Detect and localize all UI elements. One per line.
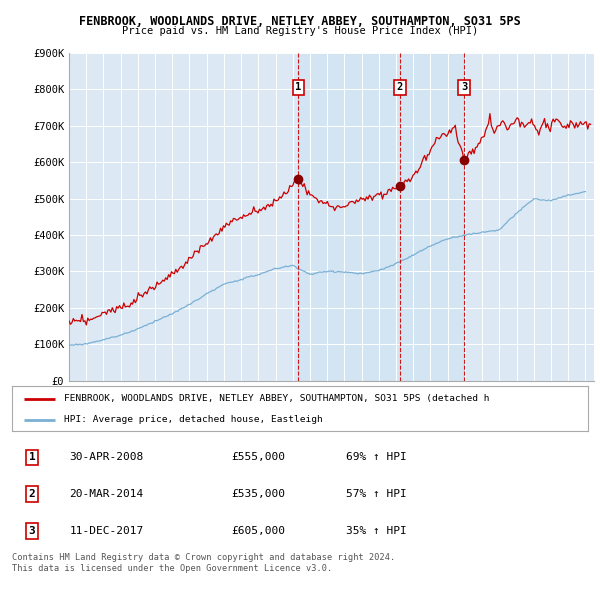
Bar <box>298 53 464 381</box>
Text: £535,000: £535,000 <box>231 489 285 499</box>
Text: £555,000: £555,000 <box>231 453 285 463</box>
Text: 1: 1 <box>29 453 35 463</box>
Text: 3: 3 <box>461 83 467 93</box>
Text: 69% ↑ HPI: 69% ↑ HPI <box>346 453 407 463</box>
Text: 2: 2 <box>397 83 403 93</box>
Text: 35% ↑ HPI: 35% ↑ HPI <box>346 526 407 536</box>
Text: FENBROOK, WOODLANDS DRIVE, NETLEY ABBEY, SOUTHAMPTON, SO31 5PS: FENBROOK, WOODLANDS DRIVE, NETLEY ABBEY,… <box>79 15 521 28</box>
Text: 1: 1 <box>295 83 302 93</box>
Text: 11-DEC-2017: 11-DEC-2017 <box>70 526 144 536</box>
Text: 2: 2 <box>29 489 35 499</box>
Text: £605,000: £605,000 <box>231 526 285 536</box>
Text: Contains HM Land Registry data © Crown copyright and database right 2024.
This d: Contains HM Land Registry data © Crown c… <box>12 553 395 573</box>
Text: FENBROOK, WOODLANDS DRIVE, NETLEY ABBEY, SOUTHAMPTON, SO31 5PS (detached h: FENBROOK, WOODLANDS DRIVE, NETLEY ABBEY,… <box>64 394 490 404</box>
Text: 20-MAR-2014: 20-MAR-2014 <box>70 489 144 499</box>
Text: 30-APR-2008: 30-APR-2008 <box>70 453 144 463</box>
Text: 3: 3 <box>29 526 35 536</box>
Text: Price paid vs. HM Land Registry's House Price Index (HPI): Price paid vs. HM Land Registry's House … <box>122 26 478 36</box>
Text: HPI: Average price, detached house, Eastleigh: HPI: Average price, detached house, East… <box>64 415 323 424</box>
Text: 57% ↑ HPI: 57% ↑ HPI <box>346 489 407 499</box>
